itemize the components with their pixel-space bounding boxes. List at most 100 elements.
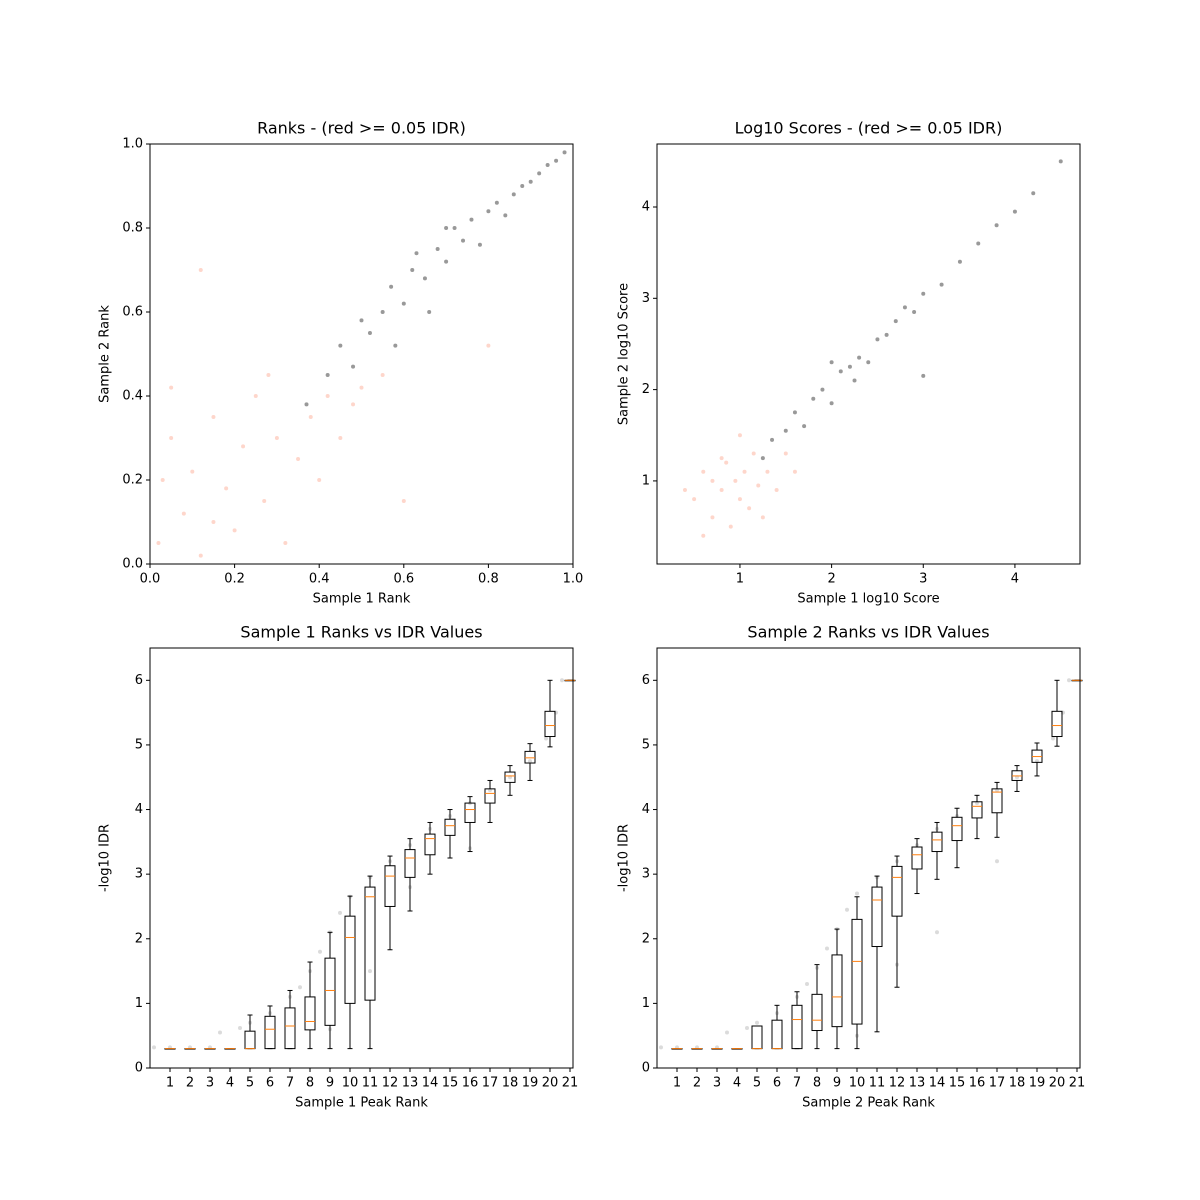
point [747, 506, 752, 511]
subplot: 1 2 3 4 5 6 7 8 9 10 11 12 13 14 15 16 17 18 19 20 210123456… [98, 623, 579, 1111]
point [503, 213, 508, 218]
chart-title: Sample 1 Ranks vs IDR Values [240, 623, 482, 642]
box [931, 831, 943, 853]
point [318, 949, 322, 954]
box [364, 886, 376, 1001]
y-tick-label: 3 [642, 291, 650, 306]
x-tick-label: 21 [1069, 1076, 1086, 1091]
x-axis-label: Sample 1 Peak Rank [295, 1096, 428, 1111]
box [444, 818, 456, 836]
box [1051, 710, 1063, 738]
point [1058, 159, 1063, 164]
point [537, 171, 542, 176]
x-tick-label: 1 [736, 572, 744, 587]
point [401, 499, 406, 503]
point [494, 200, 499, 205]
axes-frame [149, 647, 574, 1069]
point [452, 226, 457, 230]
point [401, 301, 406, 306]
point [659, 1045, 663, 1050]
x-tick-label: 8 [813, 1076, 821, 1091]
point [238, 1025, 242, 1030]
box [951, 816, 963, 842]
point [560, 678, 564, 683]
point [338, 343, 343, 348]
x-tick-label: 3 [919, 572, 927, 587]
x-tick-label: 2 [693, 1076, 701, 1091]
y-tick-label: 1 [642, 473, 650, 488]
point [845, 907, 849, 912]
box [871, 886, 883, 948]
x-tick-label: 14 [422, 1076, 439, 1091]
y-tick-label: 6 [642, 673, 650, 688]
point [351, 402, 356, 407]
x-axis-label: Sample 2 Peak Rank [802, 1096, 935, 1111]
point [939, 282, 944, 287]
point [160, 478, 165, 482]
point [410, 268, 415, 272]
point [737, 433, 742, 438]
x-tick-label: 18 [502, 1076, 519, 1091]
subplot: 0.0 0.2 0.4 0.6 0.8 1.0 0.0 0.2 0.4 0.6 0.8 1.0 Rank… [98, 119, 584, 607]
y-tick-label: 0 [642, 1061, 650, 1076]
point [847, 364, 852, 369]
point [765, 469, 770, 474]
box [911, 846, 923, 870]
y-tick-label: 5 [135, 737, 143, 752]
y-tick-label: 0.6 [122, 305, 143, 320]
box [544, 710, 556, 738]
point [710, 478, 715, 483]
x-tick-label: 20 [542, 1076, 559, 1091]
y-tick-label: 4 [642, 802, 650, 817]
chart-title: Ranks - (red >= 0.05 IDR) [257, 119, 466, 138]
point [1051, 736, 1055, 741]
x-tick-label: 1 [673, 1076, 681, 1091]
box [424, 833, 436, 856]
x-tick-label: 6 [266, 1076, 274, 1091]
box [791, 1004, 803, 1050]
y-tick-label: 2 [135, 931, 143, 946]
box [751, 1025, 763, 1050]
x-tick-label: 14 [929, 1076, 946, 1091]
point [562, 150, 567, 155]
x-tick-label: 15 [442, 1076, 459, 1091]
y-tick-label: 4 [642, 200, 650, 215]
x-tick-label: 3 [713, 1076, 721, 1091]
y-tick-label: 3 [135, 867, 143, 882]
plot-area [682, 159, 1063, 538]
x-tick-label: 4 [733, 1076, 741, 1091]
box [484, 788, 496, 804]
point [921, 373, 926, 378]
y-tick-label: 1 [135, 996, 143, 1011]
point [825, 946, 829, 951]
box [991, 788, 1003, 814]
point [994, 223, 999, 228]
box [971, 801, 983, 819]
box [244, 1030, 256, 1050]
axes-frame [656, 143, 1081, 565]
x-tick-label: 0.8 [478, 572, 499, 587]
point [444, 226, 449, 230]
point [152, 1045, 156, 1050]
point [1012, 209, 1017, 214]
point [692, 497, 697, 502]
point [283, 541, 288, 545]
point [298, 985, 302, 990]
point [995, 859, 999, 864]
point [875, 337, 880, 342]
point [783, 428, 788, 433]
point [884, 332, 889, 337]
x-tick-label: 21 [562, 1076, 579, 1091]
box [464, 802, 476, 823]
x-tick-label: 17 [989, 1076, 1006, 1091]
point [728, 524, 733, 529]
x-tick-label: 9 [833, 1076, 841, 1091]
point [422, 276, 427, 281]
point [737, 497, 742, 502]
x-tick-label: 7 [286, 1076, 294, 1091]
box [304, 996, 316, 1031]
x-tick-label: 10 [849, 1076, 866, 1091]
point [359, 318, 364, 323]
box [811, 993, 823, 1032]
